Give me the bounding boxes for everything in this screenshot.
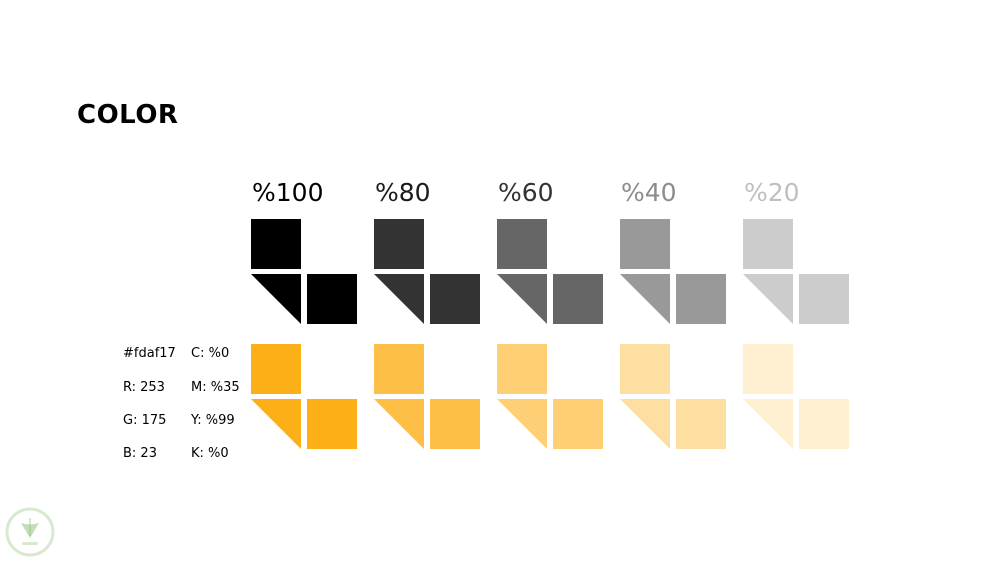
cmyk-yellow: Y: %99 [191, 413, 235, 428]
swatch-triangle [620, 399, 670, 449]
swatch-square [620, 344, 670, 394]
percent-label-100: %100 [252, 178, 324, 207]
rgb-green: G: 175 [123, 413, 167, 428]
swatch-triangle [374, 274, 424, 324]
swatch-square [553, 274, 603, 324]
swatch-square [620, 219, 670, 269]
percent-label-20: %20 [744, 178, 800, 207]
swatch-square [799, 274, 849, 324]
swatch-triangle [251, 274, 301, 324]
swatch-square [676, 399, 726, 449]
black-swatch-100 [251, 219, 359, 324]
percent-label-80: %80 [375, 178, 431, 207]
leaf-shield-logo-icon [4, 506, 56, 558]
swatch-triangle [620, 274, 670, 324]
swatch-triangle [497, 399, 547, 449]
swatch-square [497, 344, 547, 394]
swatch-square [430, 274, 480, 324]
black-swatch-40 [620, 219, 728, 324]
page-title: COLOR [77, 100, 179, 130]
swatch-square [430, 399, 480, 449]
yellow-swatch-100 [251, 344, 359, 449]
rgb-blue: B: 23 [123, 446, 157, 461]
swatch-triangle [251, 399, 301, 449]
swatch-square [374, 344, 424, 394]
hex-code: #fdaf17 [123, 346, 176, 361]
swatch-square [251, 344, 301, 394]
swatch-square [307, 399, 357, 449]
swatch-square [799, 399, 849, 449]
swatch-triangle [743, 274, 793, 324]
yellow-swatch-80 [374, 344, 482, 449]
swatch-square [307, 274, 357, 324]
swatch-triangle [497, 274, 547, 324]
yellow-swatch-60 [497, 344, 605, 449]
cmyk-cyan: C: %0 [191, 346, 230, 361]
swatch-square [743, 344, 793, 394]
cmyk-magenta: M: %35 [191, 380, 240, 395]
swatch-square [676, 274, 726, 324]
yellow-swatch-20 [743, 344, 851, 449]
black-swatch-80 [374, 219, 482, 324]
swatch-triangle [374, 399, 424, 449]
swatch-square [374, 219, 424, 269]
swatch-square [497, 219, 547, 269]
swatch-square [251, 219, 301, 269]
rgb-red: R: 253 [123, 380, 165, 395]
swatch-square [553, 399, 603, 449]
swatch-triangle [743, 399, 793, 449]
black-swatch-20 [743, 219, 851, 324]
cmyk-key: K: %0 [191, 446, 229, 461]
percent-label-40: %40 [621, 178, 677, 207]
percent-label-60: %60 [498, 178, 554, 207]
swatch-square [743, 219, 793, 269]
black-swatch-60 [497, 219, 605, 324]
yellow-swatch-40 [620, 344, 728, 449]
